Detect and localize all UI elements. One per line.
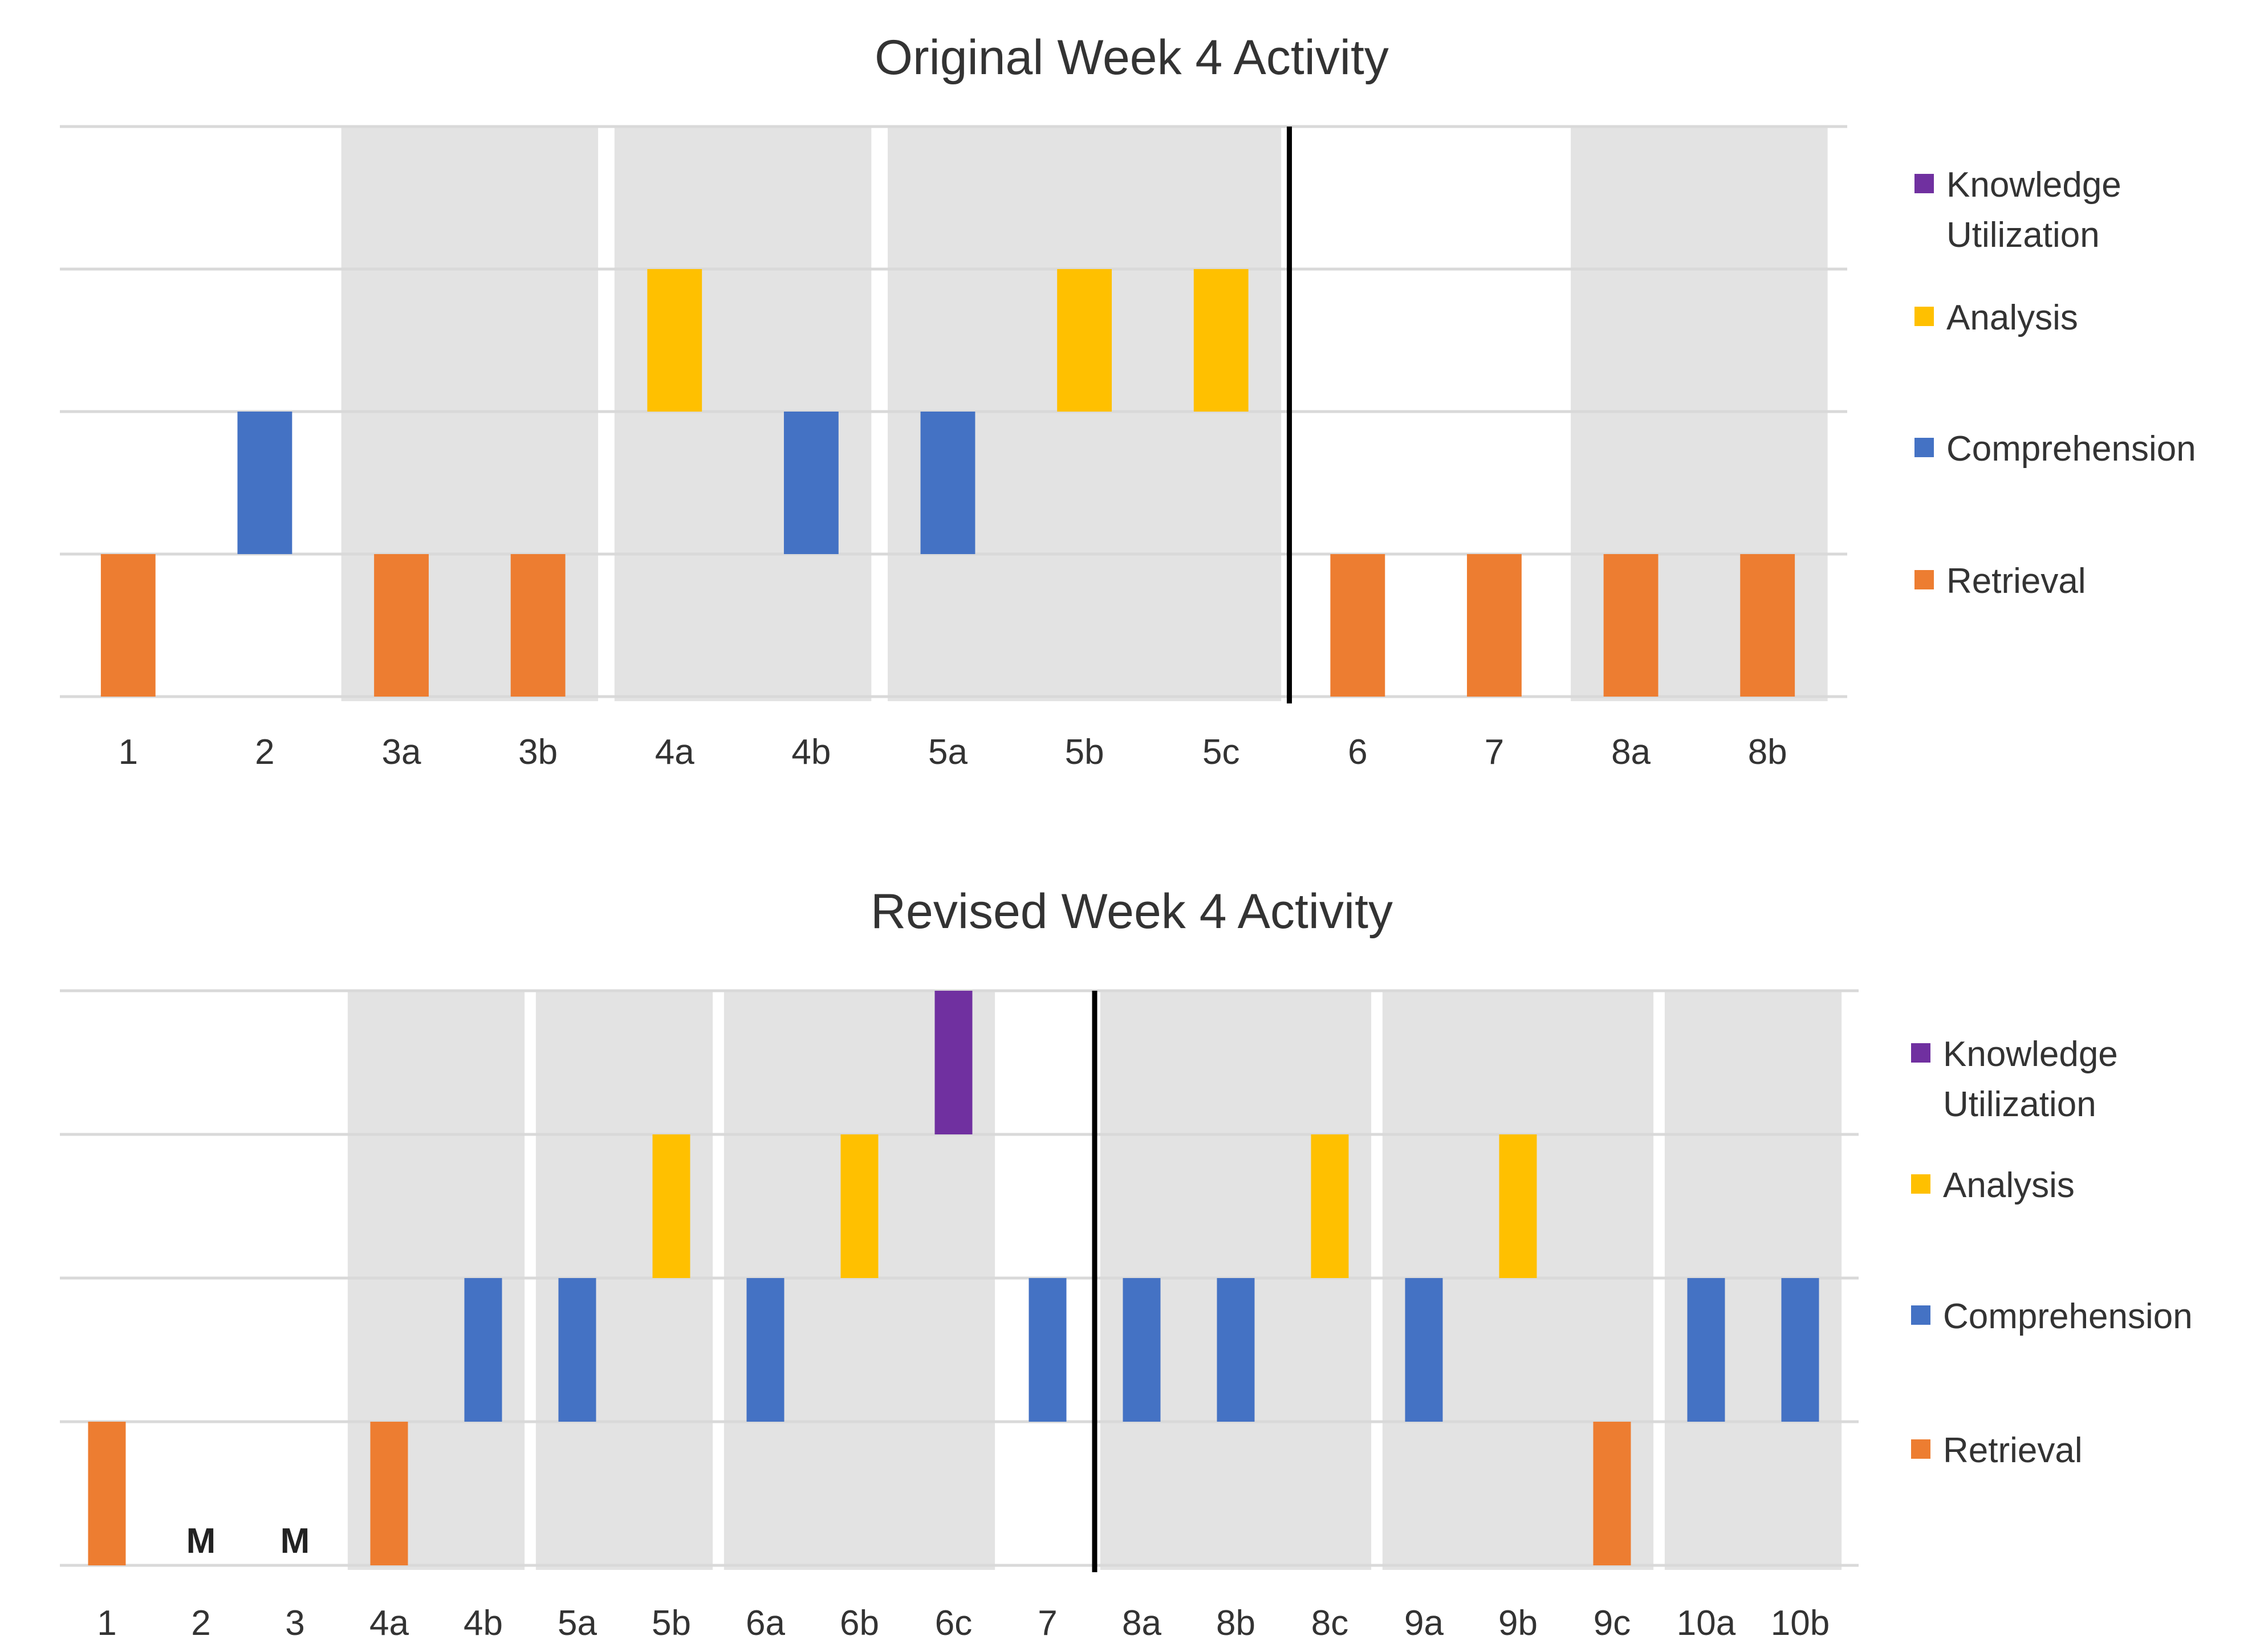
legend-swatch-comprehension <box>1911 1305 1930 1325</box>
bar-9b <box>1499 1134 1537 1278</box>
bar-5c <box>1193 269 1249 412</box>
tick-label-7: 7 <box>1485 733 1504 772</box>
bar-8a <box>1123 1278 1161 1422</box>
legend-label: Comprehension <box>1946 429 2196 469</box>
bar-7 <box>1029 1278 1067 1422</box>
bar-8c <box>1311 1134 1349 1278</box>
bar-4a <box>370 1422 408 1565</box>
legend: Knowledge Utilization Analysis Comprehensio… <box>1911 1035 2193 1470</box>
tick-label-5c: 5c <box>1202 733 1239 772</box>
tick-label-1: 1 <box>119 733 138 772</box>
legend-label: Utilization <box>1946 215 2100 255</box>
tick-label-5a: 5a <box>558 1604 597 1643</box>
tick-label-6: 6 <box>1348 733 1367 772</box>
missing-marker: M <box>281 1521 310 1561</box>
tick-label-8a: 8a <box>1122 1604 1161 1643</box>
legend-label: Analysis <box>1946 298 2078 337</box>
bar-5b <box>652 1134 690 1278</box>
bar-7 <box>1467 554 1522 697</box>
tick-label-8a: 8a <box>1611 733 1651 772</box>
legend-label: Retrieval <box>1946 561 2086 601</box>
bar-6a <box>746 1278 784 1422</box>
legend-swatch-knowledge-utilization <box>1914 174 1934 193</box>
legend-swatch-retrieval <box>1911 1439 1930 1459</box>
tick-label-10b: 10b <box>1771 1604 1830 1643</box>
tick-label-9c: 9c <box>1594 1604 1631 1643</box>
bar-4b <box>783 412 839 554</box>
tick-label-10a: 10a <box>1677 1604 1736 1643</box>
tick-label-6b: 6b <box>840 1604 879 1643</box>
chart-title: Revised Week 4 Activity <box>871 884 1393 939</box>
legend-label: Analysis <box>1943 1166 2075 1205</box>
bar-8b <box>1217 1278 1255 1422</box>
tick-label-4a: 4a <box>655 733 694 772</box>
tick-label-3a: 3a <box>382 733 421 772</box>
bar-1 <box>100 554 156 697</box>
legend-swatch-retrieval <box>1914 570 1934 589</box>
tick-label-1: 1 <box>97 1604 116 1643</box>
tick-label-6c: 6c <box>935 1604 972 1643</box>
bar-1 <box>88 1422 126 1565</box>
tick-label-5a: 5a <box>928 733 968 772</box>
chart-title: Original Week 4 Activity <box>875 30 1389 85</box>
tick-label-7: 7 <box>1038 1604 1057 1643</box>
legend-swatch-analysis <box>1911 1174 1930 1194</box>
legend-swatch-analysis <box>1914 307 1934 326</box>
tick-label-9b: 9b <box>1498 1604 1538 1643</box>
tick-label-2: 2 <box>191 1604 210 1643</box>
bar-9c <box>1593 1422 1631 1565</box>
legend-label: Retrieval <box>1943 1431 2083 1470</box>
bar-4a <box>647 269 702 412</box>
missing-marker: M <box>186 1521 216 1561</box>
original-week4-chart: Original Week 4 Activity 1 2 3a 3b 4a 4b 5a 5b 5… <box>60 30 2196 772</box>
bar-8b <box>1740 554 1795 697</box>
tick-label-8c: 8c <box>1311 1604 1348 1643</box>
bar-6c <box>934 991 973 1134</box>
tick-label-2: 2 <box>255 733 274 772</box>
legend-swatch-knowledge-utilization <box>1911 1043 1930 1063</box>
tick-label-3: 3 <box>285 1604 304 1643</box>
legend-label: Comprehension <box>1943 1297 2193 1336</box>
bar-5b <box>1057 269 1112 412</box>
tick-label-4b: 4b <box>791 733 831 772</box>
bar-6b <box>840 1134 879 1278</box>
tick-label-5b: 5b <box>652 1604 691 1643</box>
tick-label-8b: 8b <box>1748 733 1787 772</box>
bar-8a <box>1603 554 1658 697</box>
bar-10a <box>1687 1278 1725 1422</box>
legend-label: Utilization <box>1943 1085 2096 1124</box>
legend: Knowledge Utilization Analysis Comprehensio… <box>1914 165 2196 601</box>
tick-label-4a: 4a <box>369 1604 409 1643</box>
bar-2 <box>237 412 292 554</box>
bar-5a <box>558 1278 596 1422</box>
legend-swatch-comprehension <box>1914 438 1934 457</box>
bar-5a <box>920 412 975 554</box>
tick-label-6a: 6a <box>746 1604 785 1643</box>
tick-label-4b: 4b <box>464 1604 503 1643</box>
revised-week4-chart: Revised Week 4 Activity 1 2 3 4a 4b 5a 5b 6a 6b 6… <box>60 884 2193 1643</box>
bar-3a <box>374 554 429 697</box>
tick-label-3b: 3b <box>518 733 558 772</box>
bar-9a <box>1405 1278 1443 1422</box>
bar-4b <box>464 1278 502 1422</box>
bar-3b <box>510 554 566 697</box>
bar-10b <box>1781 1278 1819 1422</box>
tick-label-8b: 8b <box>1216 1604 1255 1643</box>
tick-label-9a: 9a <box>1404 1604 1444 1643</box>
legend-label: Knowledge <box>1943 1035 2118 1074</box>
legend-label: Knowledge <box>1946 165 2121 205</box>
bar-6 <box>1330 554 1385 697</box>
tick-label-5b: 5b <box>1065 733 1104 772</box>
